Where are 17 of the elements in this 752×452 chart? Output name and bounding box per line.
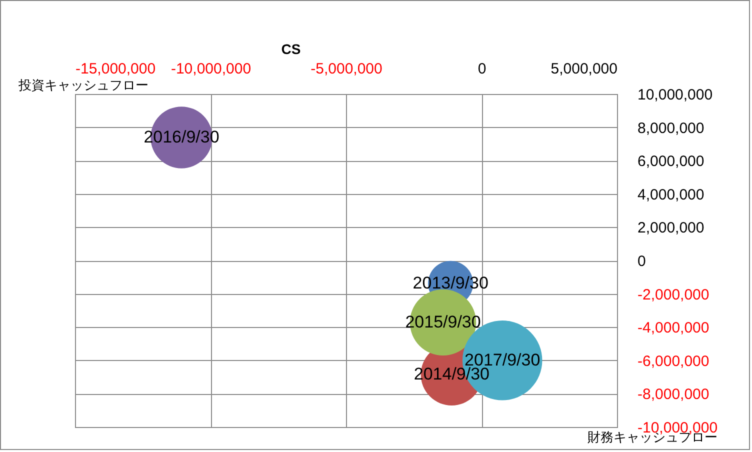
y-tick-label: 2,000,000 xyxy=(638,220,704,237)
x-tick-label: 0 xyxy=(478,60,486,78)
x-tick-label: 5,000,000 xyxy=(550,60,618,78)
x-tick-label: -5,000,000 xyxy=(310,60,382,78)
y-tick-label: -8,000,000 xyxy=(638,386,710,404)
y-tick-label: 4,000,000 xyxy=(638,186,704,204)
y-tick-label: 0 xyxy=(638,253,646,270)
x-tick-label: -15,000,000 xyxy=(76,60,156,78)
y-tick-label: 8,000,000 xyxy=(638,120,704,137)
chart-title: CS xyxy=(281,41,301,57)
y-tick-label: 10,000,000 xyxy=(638,86,713,104)
y-tick-label: -2,000,000 xyxy=(638,286,710,304)
x-axis-title: 投資キャッシュフロー xyxy=(18,78,148,92)
y-tick-label: 6,000,000 xyxy=(638,153,704,170)
y-tick-label: -4,000,000 xyxy=(638,320,710,337)
x-tick-label: -10,000,000 xyxy=(170,60,252,78)
y-tick-label: -6,000,000 xyxy=(638,352,710,370)
